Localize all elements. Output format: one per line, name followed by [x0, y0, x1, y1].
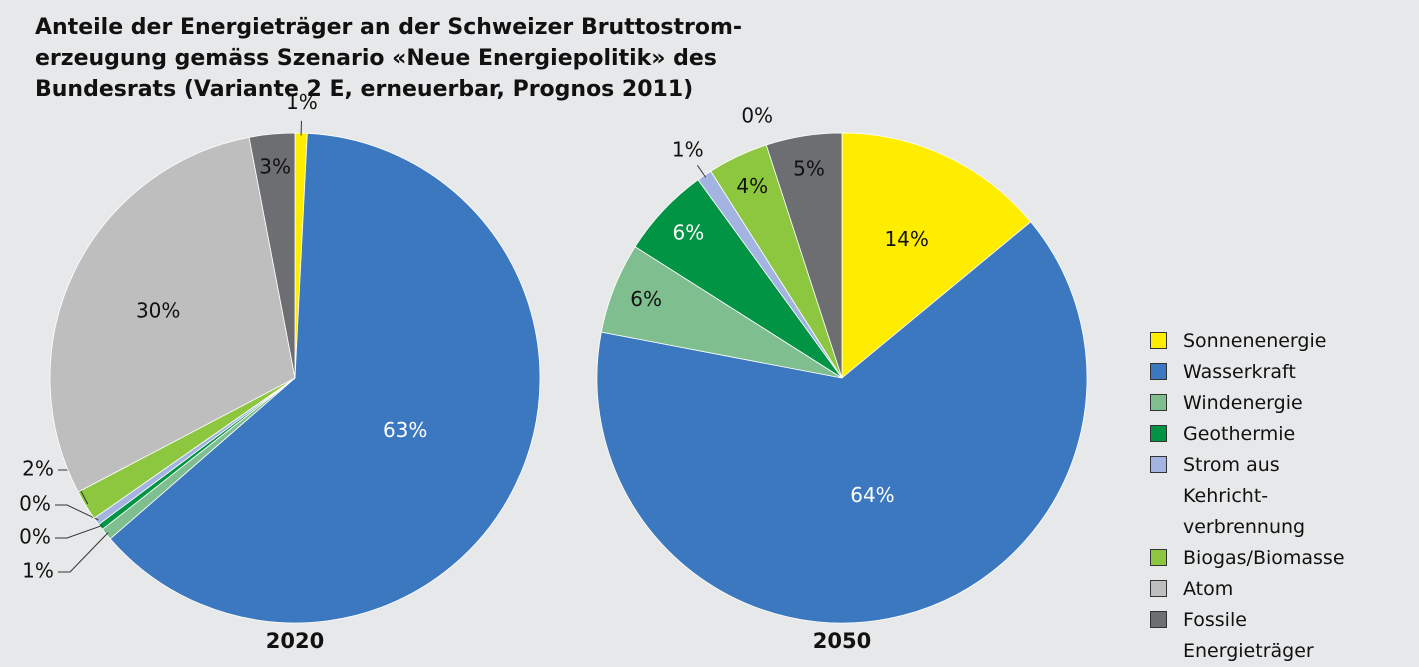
legend-item: Fossile Energieträger: [1150, 605, 1365, 667]
data-label: 63%: [383, 418, 427, 442]
legend-label: Windenergie: [1183, 388, 1303, 419]
data-label: 1%: [672, 138, 704, 162]
data-label: 0%: [741, 104, 773, 128]
legend-swatch: [1150, 580, 1167, 597]
legend-swatch: [1150, 611, 1167, 628]
data-label: 1%: [286, 90, 318, 114]
data-label: 2%: [22, 457, 54, 481]
legend-swatch: [1150, 363, 1167, 380]
legend-label: Sonnenenergie: [1183, 326, 1326, 357]
data-label: 4%: [736, 174, 768, 198]
legend-swatch: [1150, 394, 1167, 411]
legend-label: Geothermie: [1183, 419, 1295, 450]
legend-label: Fossile Energieträger: [1183, 605, 1365, 667]
legend-label: Wasserkraft: [1183, 357, 1296, 388]
data-label: 6%: [630, 287, 662, 311]
data-label: 64%: [850, 483, 894, 507]
data-label: 1%: [22, 559, 54, 583]
data-label: 30%: [136, 299, 180, 323]
leader-line: [58, 533, 108, 572]
legend-label: Atom: [1183, 574, 1233, 605]
legend-item: Atom: [1150, 574, 1365, 605]
leader-line: [697, 165, 705, 177]
legend-item: Wasserkraft: [1150, 357, 1365, 388]
legend-swatch: [1150, 456, 1167, 473]
legend-swatch: [1150, 425, 1167, 442]
pie-label: 2050: [813, 629, 871, 653]
legend-label: Strom aus Kehricht-verbrennung: [1183, 450, 1365, 543]
data-label: 6%: [673, 220, 705, 244]
legend-swatch: [1150, 549, 1167, 566]
legend-swatch: [1150, 332, 1167, 349]
data-label: 0%: [19, 492, 51, 516]
legend-item: Sonnenenergie: [1150, 326, 1365, 357]
pie-label: 2020: [266, 629, 324, 653]
leader-line: [55, 525, 102, 538]
legend-item: Strom aus Kehricht-verbrennung: [1150, 450, 1365, 543]
legend-item: Geothermie: [1150, 419, 1365, 450]
legend-item: Biogas/Biomasse: [1150, 543, 1365, 574]
legend-item: Windenergie: [1150, 388, 1365, 419]
data-label: 5%: [793, 156, 825, 180]
data-label: 14%: [884, 227, 928, 251]
legend-label: Biogas/Biomasse: [1183, 543, 1345, 574]
data-label: 0%: [19, 525, 51, 549]
data-label: 3%: [259, 155, 291, 179]
